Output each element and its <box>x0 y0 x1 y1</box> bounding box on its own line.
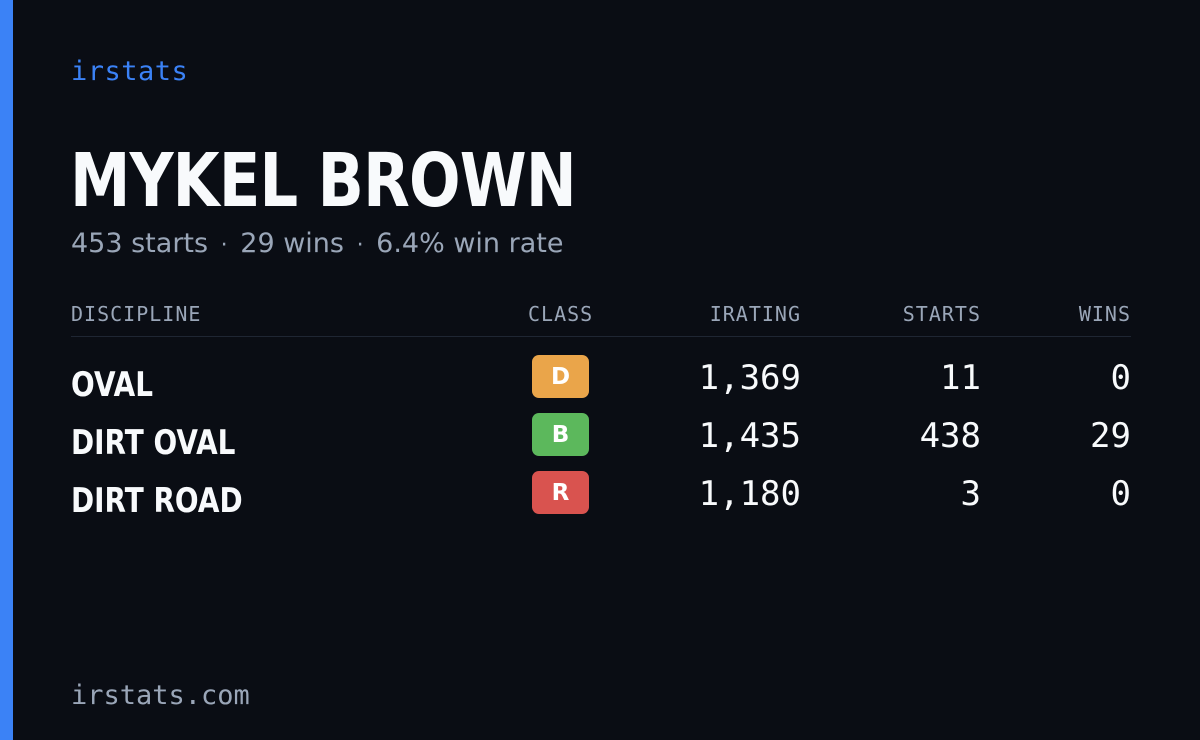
table-row: OVAL D 1,369 11 0 <box>71 355 1131 413</box>
row-starts: 3 <box>960 474 981 514</box>
row-wins: 0 <box>1110 358 1131 398</box>
driver-name: MYKEL BROWN <box>70 138 577 224</box>
summary-starts: 453 starts <box>71 228 209 259</box>
row-wins: 0 <box>1110 474 1131 514</box>
summary-separator: · <box>220 233 228 258</box>
discipline-table: DISCIPLINE CLASS IRATING STARTS WINS OVA… <box>71 298 1131 529</box>
row-starts: 438 <box>919 416 981 456</box>
table-header: DISCIPLINE CLASS IRATING STARTS WINS <box>71 298 1131 337</box>
row-wins: 29 <box>1090 416 1131 456</box>
summary-separator: · <box>356 233 364 258</box>
header-irating: IRATING <box>709 302 801 326</box>
row-irating: 1,369 <box>698 358 801 398</box>
header-starts: STARTS <box>902 302 981 326</box>
brand-logo[interactable]: irstats <box>71 56 189 87</box>
header-class: CLASS <box>528 302 594 326</box>
row-discipline: OVAL <box>71 365 153 405</box>
row-discipline: DIRT ROAD <box>71 481 243 521</box>
class-badge: R <box>532 471 589 514</box>
row-discipline: DIRT OVAL <box>71 423 236 463</box>
summary-wins: 29 wins <box>240 228 344 259</box>
row-starts: 11 <box>940 358 981 398</box>
row-irating: 1,435 <box>698 416 801 456</box>
table-body: OVAL D 1,369 11 0 DIRT OVAL B 1,435 438 … <box>71 355 1131 529</box>
driver-summary: 453 starts · 29 wins · 6.4% win rate <box>71 228 563 259</box>
summary-win-rate: 6.4% win rate <box>376 228 564 259</box>
header-discipline: DISCIPLINE <box>71 302 202 326</box>
class-badge: B <box>532 413 589 456</box>
header-wins: WINS <box>1078 302 1131 326</box>
row-irating: 1,180 <box>698 474 801 514</box>
table-row: DIRT OVAL B 1,435 438 29 <box>71 413 1131 471</box>
footer-url[interactable]: irstats.com <box>71 680 250 711</box>
accent-bar <box>0 0 13 740</box>
class-badge: D <box>532 355 589 398</box>
table-row: DIRT ROAD R 1,180 3 0 <box>71 471 1131 529</box>
